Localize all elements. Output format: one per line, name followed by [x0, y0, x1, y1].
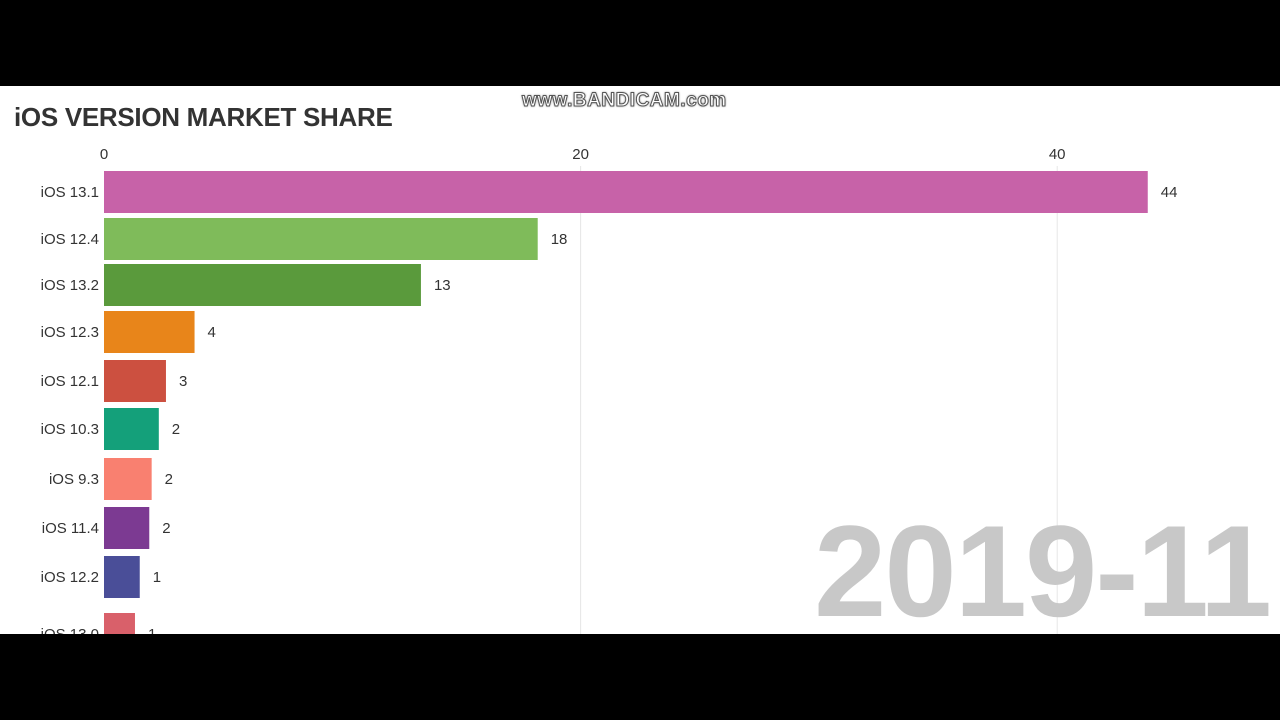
category-label: iOS 11.4 [42, 520, 99, 537]
letterbox-top [0, 0, 1280, 86]
category-label: iOS 9.3 [49, 471, 99, 488]
value-label: 44 [1161, 184, 1178, 201]
value-label: 4 [208, 324, 216, 341]
period-label: 2019-11 [814, 498, 1272, 634]
x-tick-label: 40 [1049, 146, 1066, 163]
value-label: 2 [172, 421, 180, 438]
value-label: 18 [551, 231, 568, 248]
category-label: iOS 13.2 [41, 277, 99, 294]
value-label: 2 [162, 520, 170, 537]
bar [104, 458, 152, 500]
value-label: 1 [148, 626, 156, 634]
recorder-watermark: www.BANDICAM.com [522, 90, 727, 112]
category-label: iOS 12.4 [41, 231, 99, 248]
letterbox-bottom [0, 634, 1280, 720]
chart-title: iOS VERSION MARKET SHARE [14, 102, 393, 132]
value-label: 1 [153, 569, 161, 586]
value-label: 13 [434, 277, 451, 294]
category-label: iOS 13.0 [41, 626, 99, 634]
category-label: iOS 13.1 [41, 184, 99, 201]
x-tick-label: 0 [100, 146, 108, 163]
bar [104, 311, 195, 353]
bar [104, 556, 140, 598]
x-tick-label: 20 [572, 146, 589, 163]
value-label: 2 [165, 471, 173, 488]
bar [104, 218, 538, 260]
category-label: iOS 12.3 [41, 324, 99, 341]
chart-stage: iOS VERSION MARKET SHARE 0 20 40 iOS 13.1 44… [0, 86, 1280, 634]
value-label: 3 [179, 373, 187, 390]
category-label: iOS 12.1 [41, 373, 99, 390]
bar [104, 171, 1148, 213]
bar [104, 613, 135, 634]
category-label: iOS 12.2 [41, 569, 99, 586]
category-label: iOS 10.3 [41, 421, 99, 438]
bar [104, 264, 421, 306]
bar [104, 507, 150, 549]
bar [104, 360, 166, 402]
bar [104, 408, 159, 450]
